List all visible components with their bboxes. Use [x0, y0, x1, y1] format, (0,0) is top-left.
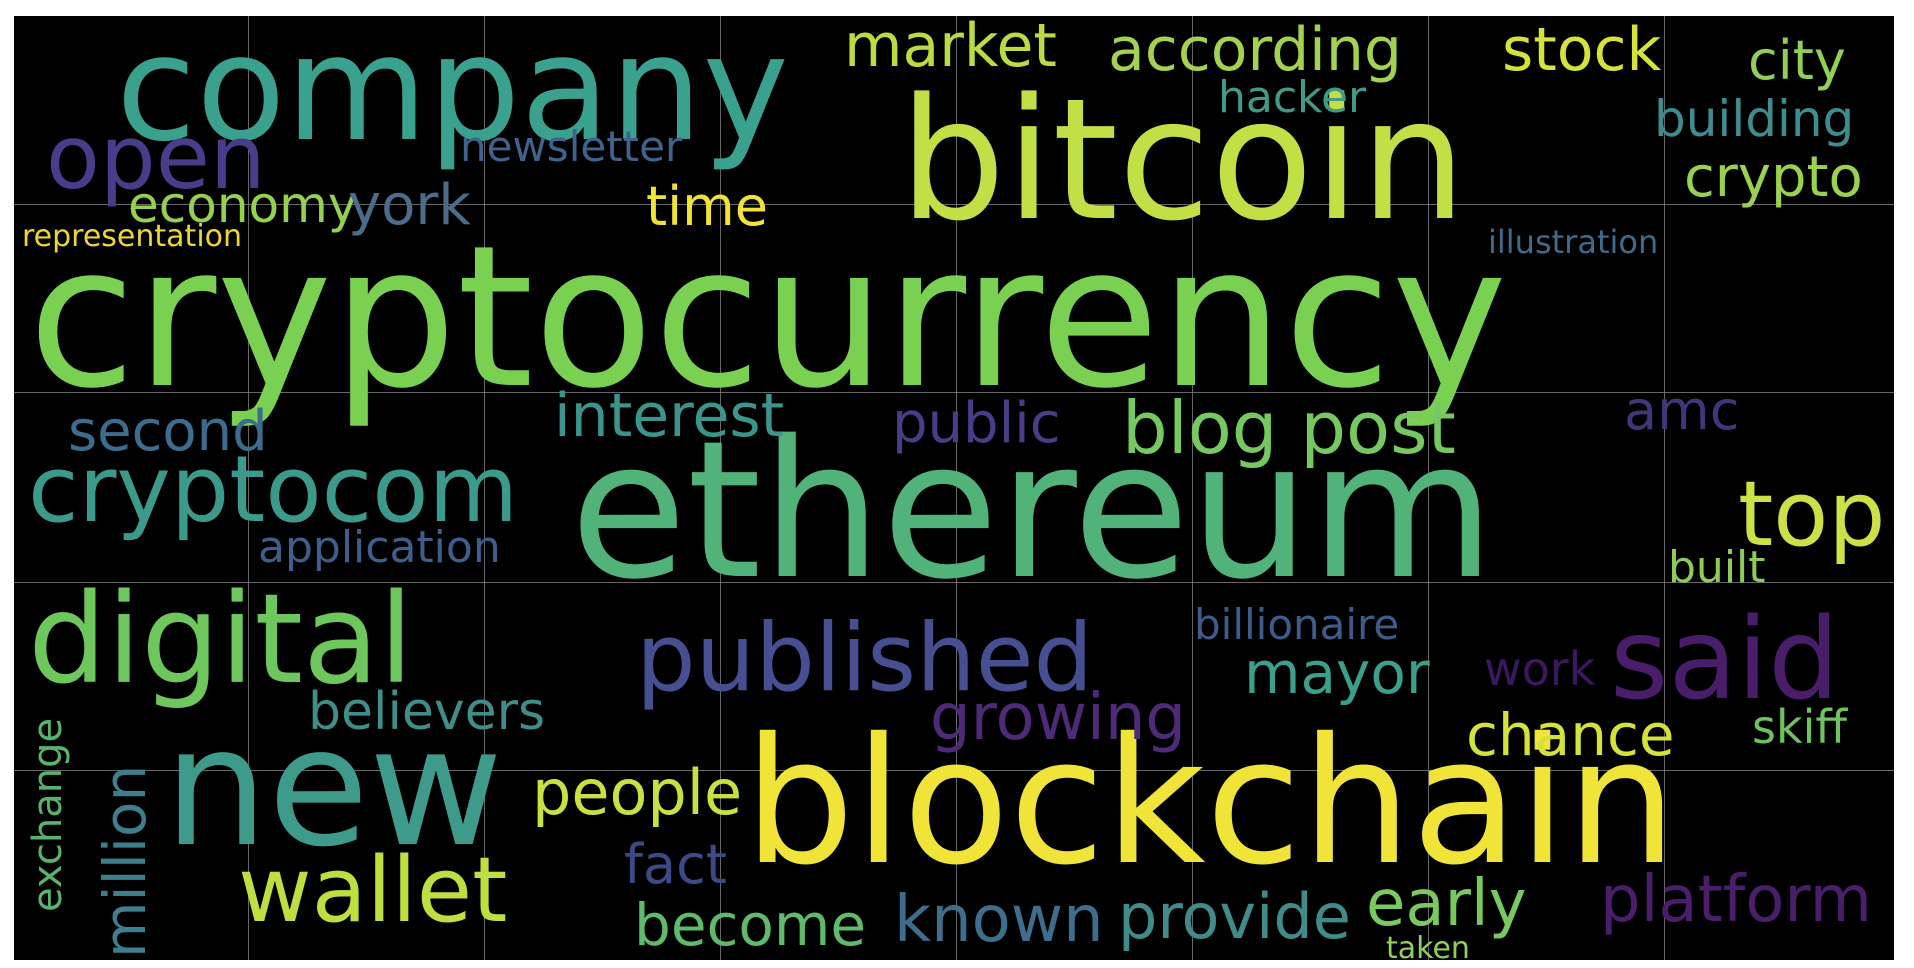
word: open	[46, 106, 266, 209]
word: become	[634, 891, 867, 959]
grid-line	[14, 582, 1894, 583]
word: application	[258, 522, 501, 573]
grid-line	[956, 16, 957, 960]
word: taken	[1386, 931, 1470, 961]
word: economy	[128, 176, 358, 234]
grid-line	[248, 16, 249, 960]
word: public	[892, 391, 1061, 456]
word: city	[1748, 29, 1846, 92]
grid-line	[14, 770, 1894, 771]
word: built	[1668, 542, 1766, 593]
word: wallet	[238, 838, 508, 943]
word: top	[1738, 462, 1886, 567]
word: published	[636, 604, 1094, 713]
word: work	[1484, 642, 1596, 696]
word: building	[1654, 90, 1855, 148]
word: provide	[1118, 880, 1351, 953]
word: ethereum	[570, 400, 1496, 621]
word: amc	[1624, 379, 1740, 442]
word: hacker	[1218, 72, 1367, 123]
word: believers	[308, 682, 546, 742]
grid-line	[484, 16, 485, 960]
word: company	[116, 16, 789, 174]
word: new	[164, 692, 503, 883]
word: growing	[930, 681, 1186, 755]
word: million	[91, 764, 159, 958]
word: mayor	[1244, 639, 1430, 707]
word: according	[1108, 16, 1402, 85]
word: platform	[1600, 863, 1872, 937]
word: blog post	[1122, 386, 1456, 470]
word: cryptocurrency	[28, 204, 1508, 432]
word: york	[348, 173, 471, 238]
word: market	[844, 16, 1057, 81]
grid-line	[1428, 16, 1429, 960]
word: chance	[1466, 701, 1675, 769]
word: fact	[624, 833, 727, 896]
grid-line	[720, 16, 721, 960]
word: illustration	[1488, 223, 1659, 261]
grid-line	[14, 392, 1894, 393]
word: digital	[28, 568, 414, 712]
word: bitcoin	[899, 62, 1467, 258]
word: exchange	[25, 717, 71, 912]
word: cryptocom	[28, 436, 519, 543]
grid-line	[1664, 16, 1665, 960]
word: stock	[1502, 16, 1662, 85]
grid-line	[14, 204, 1894, 205]
word: second	[68, 399, 268, 464]
word: said	[1610, 595, 1840, 725]
word: newsletter	[460, 122, 683, 171]
word: representation	[22, 219, 243, 254]
word-cloud: cryptocurrency ethereum blockchain bitco…	[14, 16, 1894, 960]
word: crypto	[1684, 145, 1863, 210]
word: known	[894, 883, 1104, 957]
word: people	[532, 756, 743, 829]
word: time	[646, 175, 769, 238]
word: interest	[554, 381, 785, 451]
word: early	[1366, 867, 1527, 941]
word: billionaire	[1194, 600, 1400, 649]
grid-line	[1192, 16, 1193, 960]
word: skiff	[1752, 700, 1848, 754]
word: blockchain	[744, 701, 1677, 904]
